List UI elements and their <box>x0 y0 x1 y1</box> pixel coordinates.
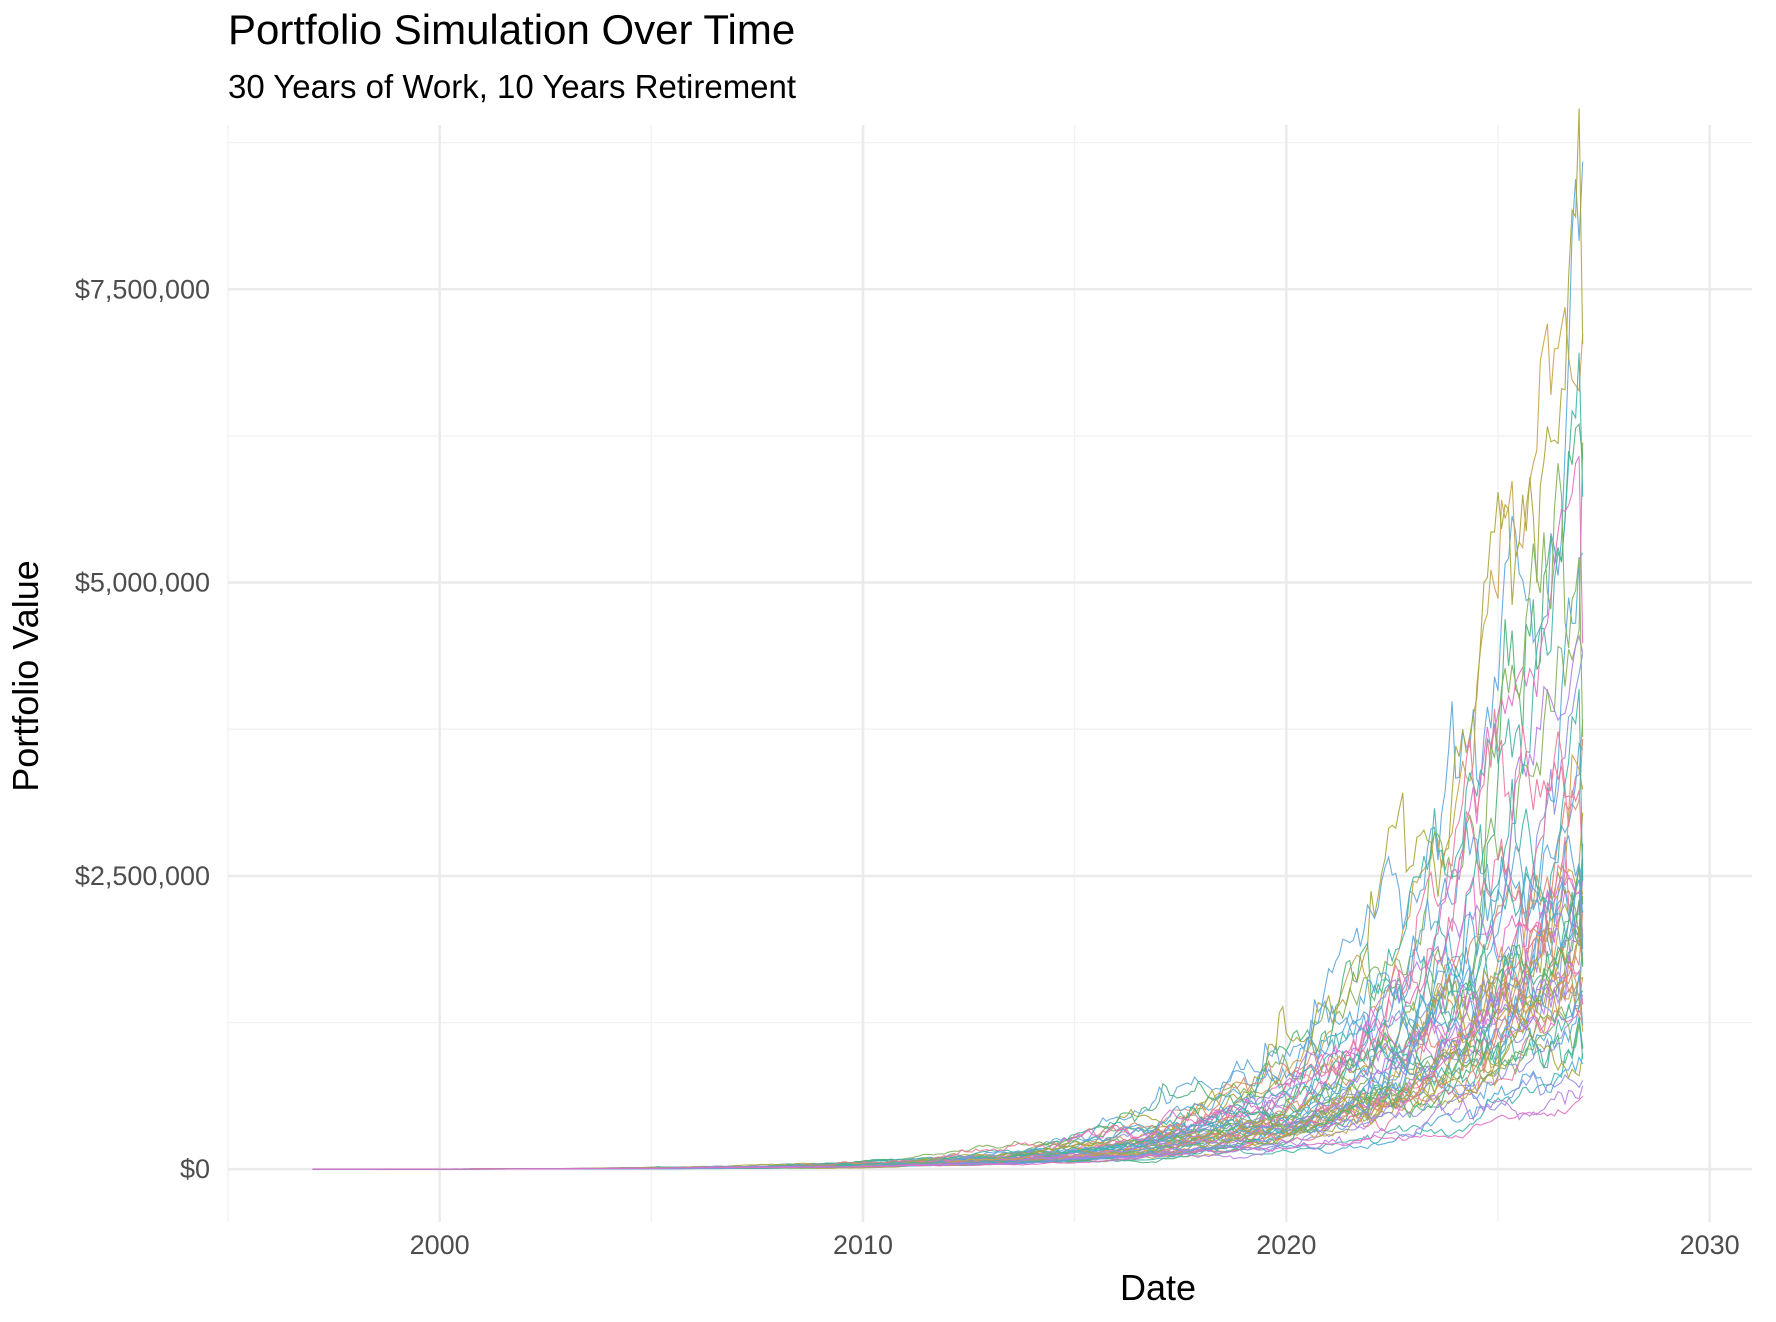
x-tick-label: 2000 <box>410 1230 470 1260</box>
simulation-line <box>312 870 1584 1170</box>
x-tick-label: 2020 <box>1256 1230 1316 1260</box>
simulation-line <box>312 633 1584 1170</box>
chart-subtitle: 30 Years of Work, 10 Years Retirement <box>228 68 797 105</box>
simulation-line <box>312 812 1584 1170</box>
simulation-line <box>312 870 1584 1170</box>
y-tick-label: $0 <box>180 1154 210 1184</box>
y-tick-label: $7,500,000 <box>75 274 210 304</box>
simulation-line <box>312 858 1584 1170</box>
x-tick-label: 2030 <box>1680 1230 1740 1260</box>
simulation-line <box>312 552 1584 1170</box>
simulation-line <box>312 108 1584 1170</box>
series-lines <box>312 108 1584 1170</box>
simulation-line <box>312 899 1584 1170</box>
simulation-line <box>312 1003 1584 1170</box>
y-tick-label: $5,000,000 <box>75 568 210 598</box>
x-axis-tick-labels: 2000 2010 2020 2030 <box>410 1230 1740 1260</box>
simulation-line <box>312 871 1584 1170</box>
x-tick-label: 2010 <box>833 1230 893 1260</box>
simulation-line <box>312 1095 1584 1170</box>
simulation-line <box>312 1009 1584 1170</box>
y-axis-tick-labels: $0 $2,500,000 $5,000,000 $7,500,000 <box>75 274 210 1184</box>
simulation-line <box>312 836 1584 1170</box>
chart-title: Portfolio Simulation Over Time <box>228 6 796 53</box>
simulation-line <box>312 161 1584 1170</box>
simulation-line <box>312 653 1584 1170</box>
simulation-line <box>312 866 1584 1170</box>
grid-minor <box>227 125 1752 1222</box>
grid-major <box>228 125 1752 1222</box>
simulation-line <box>312 869 1584 1170</box>
y-tick-label: $2,500,000 <box>75 861 210 891</box>
simulation-line <box>312 868 1584 1170</box>
